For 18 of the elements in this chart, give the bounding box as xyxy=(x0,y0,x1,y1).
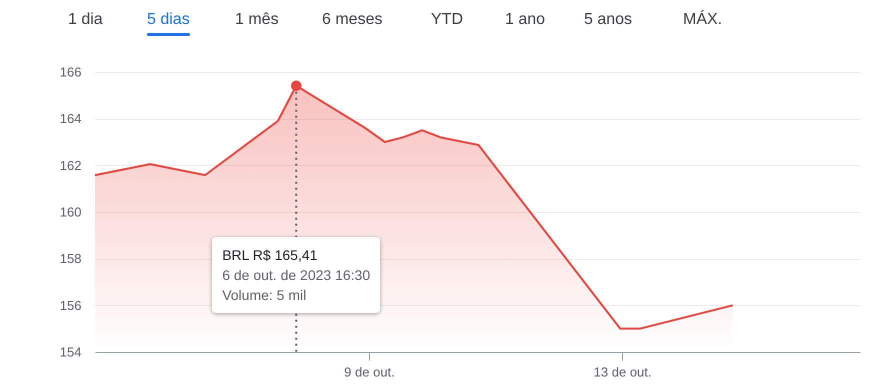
x-tick-label: 9 de out. xyxy=(344,364,395,380)
text: 5 anos xyxy=(584,11,632,29)
text: 5 dias xyxy=(147,11,190,29)
text: MÁX. xyxy=(683,11,722,29)
text: 1 dia xyxy=(68,11,103,29)
y-tick-label: 166 xyxy=(60,64,82,80)
x-tick-label: 13 de out. xyxy=(594,364,652,380)
y-tick-label: 156 xyxy=(60,298,82,313)
text: YTD xyxy=(431,11,463,29)
text: 6 meses xyxy=(322,11,382,29)
text: 1 ano xyxy=(505,11,546,29)
y-tick-label: 158 xyxy=(60,251,82,266)
y-tick-label: 154 xyxy=(60,344,82,360)
text: 1 mês xyxy=(235,11,279,29)
y-tick-label: 160 xyxy=(60,204,82,220)
y-tick-label: 164 xyxy=(60,111,82,126)
annotation: BRL R$ 165,41 6 de out. de 2023 16:30 Volume: 5 mil xyxy=(222,246,370,305)
y-tick-label: 162 xyxy=(60,158,82,173)
